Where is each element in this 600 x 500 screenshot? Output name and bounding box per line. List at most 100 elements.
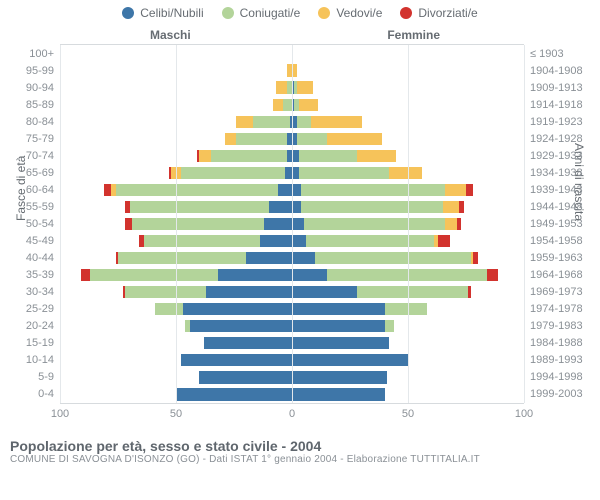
- age-tick: 50-54: [26, 218, 60, 230]
- bar-female-single: [292, 218, 304, 230]
- age-tick: 55-59: [26, 201, 60, 213]
- bar-female-married: [301, 184, 445, 196]
- chart-title: Popolazione per età, sesso e stato civil…: [10, 438, 590, 454]
- bar-male-widowed: [273, 99, 282, 111]
- bar-female-widowed: [299, 99, 318, 111]
- bar-male-single: [199, 371, 292, 383]
- bar-female-divorced: [457, 218, 462, 230]
- bar-female-single: [292, 354, 408, 366]
- bar-male-divorced: [104, 184, 111, 196]
- bar-female-married: [315, 252, 470, 264]
- bar-female-married: [304, 218, 446, 230]
- bar-male-single: [285, 167, 292, 179]
- age-tick: 85-89: [26, 99, 60, 111]
- bar-female-single: [292, 286, 357, 298]
- chart-subtitle: COMUNE DI SAVOGNA D'ISONZO (GO) - Dati I…: [10, 454, 590, 465]
- bar-male-married: [253, 116, 290, 128]
- birth-year-tick: 1999-2003: [524, 388, 583, 400]
- birth-year-tick: 1909-1913: [524, 82, 583, 94]
- age-tick: 40-44: [26, 252, 60, 264]
- bar-male-single: [204, 337, 292, 349]
- birth-year-tick: 1959-1963: [524, 252, 583, 264]
- bar-female-married: [327, 269, 487, 281]
- bar-male-widowed: [236, 116, 252, 128]
- bar-male-divorced: [169, 167, 171, 179]
- age-tick: 70-74: [26, 150, 60, 162]
- bar-female-widowed: [357, 150, 396, 162]
- x-tick: 100: [515, 408, 533, 420]
- legend-item: Vedovi/e: [318, 6, 382, 20]
- age-tick: 95-99: [26, 65, 60, 77]
- birth-year-tick: 1954-1958: [524, 235, 583, 247]
- bar-male-single: [260, 235, 292, 247]
- bar-female-single: [292, 337, 389, 349]
- birth-year-tick: 1904-1908: [524, 65, 583, 77]
- x-tick: 100: [51, 408, 69, 420]
- legend-swatch: [222, 7, 234, 19]
- bar-male-single: [246, 252, 292, 264]
- legend-item: Coniugati/e: [222, 6, 301, 20]
- birth-year-tick: 1964-1968: [524, 269, 583, 281]
- x-tick: 0: [289, 408, 295, 420]
- bar-male-widowed: [199, 150, 211, 162]
- bar-male-married: [118, 252, 246, 264]
- bar-male-widowed: [276, 81, 288, 93]
- bar-male-divorced: [139, 235, 144, 247]
- bar-female-single: [292, 184, 301, 196]
- birth-year-tick: 1934-1938: [524, 167, 583, 179]
- bar-male-single: [269, 201, 292, 213]
- bar-female-widowed: [389, 167, 421, 179]
- birth-year-tick: 1969-1973: [524, 286, 583, 298]
- bar-female-single: [292, 388, 385, 400]
- bar-female-widowed: [445, 218, 457, 230]
- bar-female-widowed: [297, 81, 313, 93]
- legend-item: Celibi/Nubili: [122, 6, 203, 20]
- female-side-title: Femmine: [387, 28, 440, 42]
- legend-label: Celibi/Nubili: [140, 6, 203, 20]
- birth-year-tick: 1994-1998: [524, 371, 583, 383]
- age-tick: 90-94: [26, 82, 60, 94]
- bar-female-married: [385, 303, 427, 315]
- bar-female-widowed: [445, 184, 466, 196]
- bar-male-single: [206, 286, 292, 298]
- age-tick: 45-49: [26, 235, 60, 247]
- bar-male-divorced: [125, 201, 130, 213]
- male-side-title: Maschi: [150, 28, 191, 42]
- bar-male-married: [211, 150, 288, 162]
- age-tick: 80-84: [26, 116, 60, 128]
- age-tick: 60-64: [26, 184, 60, 196]
- age-tick: 15-19: [26, 337, 60, 349]
- bar-female-single: [292, 235, 306, 247]
- x-tick: 50: [170, 408, 182, 420]
- birth-year-tick: 1974-1978: [524, 303, 583, 315]
- bar-male-widowed: [111, 184, 116, 196]
- age-tick: 20-24: [26, 320, 60, 332]
- bar-male-single: [218, 269, 292, 281]
- bar-female-single: [292, 252, 315, 264]
- bar-female-single: [292, 320, 385, 332]
- birth-year-tick: 1914-1918: [524, 99, 583, 111]
- bar-male-divorced: [125, 218, 132, 230]
- bar-female-married: [306, 235, 434, 247]
- birth-year-tick: 1984-1988: [524, 337, 583, 349]
- legend-item: Divorziati/e: [400, 6, 477, 20]
- bar-male-single: [190, 320, 292, 332]
- bar-male-single: [278, 184, 292, 196]
- age-tick: 25-29: [26, 303, 60, 315]
- bar-male-single: [176, 388, 292, 400]
- birth-year-tick: 1989-1993: [524, 354, 583, 366]
- plot-area: 100+≤ 190395-991904-190890-941909-191385…: [60, 44, 524, 404]
- bar-female-divorced: [473, 252, 478, 264]
- bar-female-single: [292, 371, 387, 383]
- bar-female-married: [301, 201, 443, 213]
- age-tick: 100+: [29, 48, 60, 60]
- bar-female-single: [292, 167, 299, 179]
- bar-female-married: [357, 286, 468, 298]
- bar-male-married: [236, 133, 287, 145]
- bar-male-widowed: [225, 133, 237, 145]
- birth-year-tick: 1949-1953: [524, 218, 583, 230]
- bar-female-single: [292, 150, 299, 162]
- age-tick: 65-69: [26, 167, 60, 179]
- birth-year-tick: 1944-1948: [524, 201, 583, 213]
- age-tick: 10-14: [26, 354, 60, 366]
